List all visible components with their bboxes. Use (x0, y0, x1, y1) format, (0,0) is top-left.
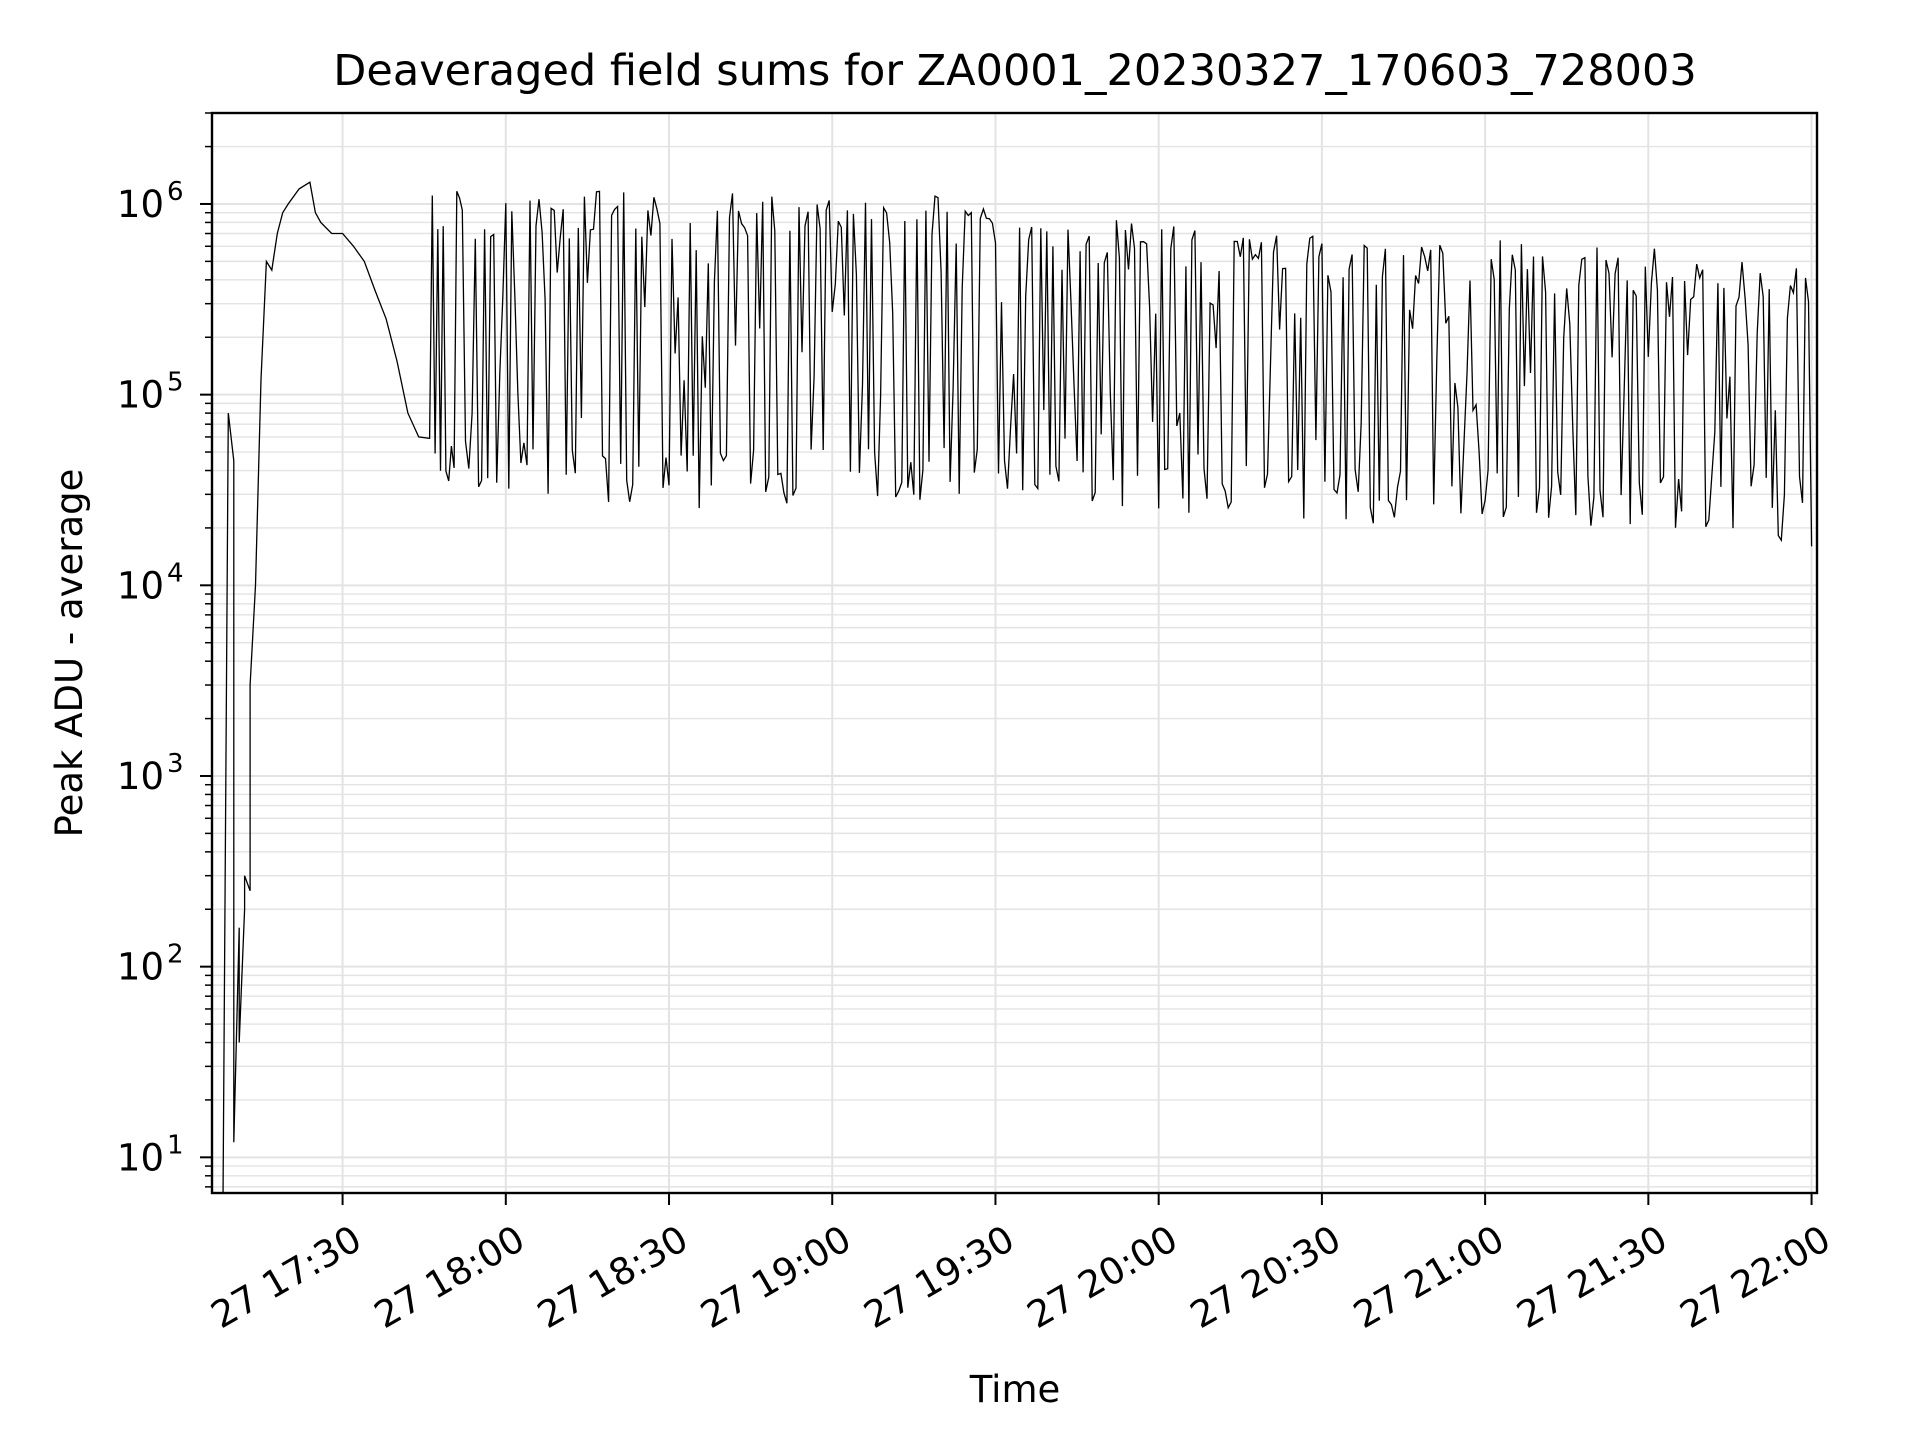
y-tick-label: 10 (117, 183, 164, 226)
y-tick-label: 10 (117, 564, 164, 607)
y-tick-label-exponent: 6 (167, 177, 184, 207)
chart-title: Deaveraged field sums for ZA0001_2023032… (333, 46, 1696, 96)
series-line (222, 181, 1813, 1193)
y-tick-label: 10 (117, 946, 164, 989)
y-tick-label-exponent: 2 (167, 940, 184, 970)
y-tick-label: 10 (117, 755, 164, 798)
x-axis-label: Time (969, 1368, 1061, 1411)
data-series (222, 181, 1813, 1193)
y-tick-label-exponent: 3 (167, 749, 184, 779)
plot-frame (210, 111, 1819, 1195)
grid-lines (212, 112, 1817, 1193)
y-tick-label-exponent: 4 (167, 558, 184, 588)
y-tick-label-exponent: 1 (167, 1130, 184, 1160)
y-tick-label-exponent: 5 (167, 368, 184, 398)
y-axis-label: Peak ADU - average (48, 469, 91, 838)
y-tick-label: 10 (117, 374, 164, 417)
y-tick-label: 10 (117, 1136, 164, 1179)
